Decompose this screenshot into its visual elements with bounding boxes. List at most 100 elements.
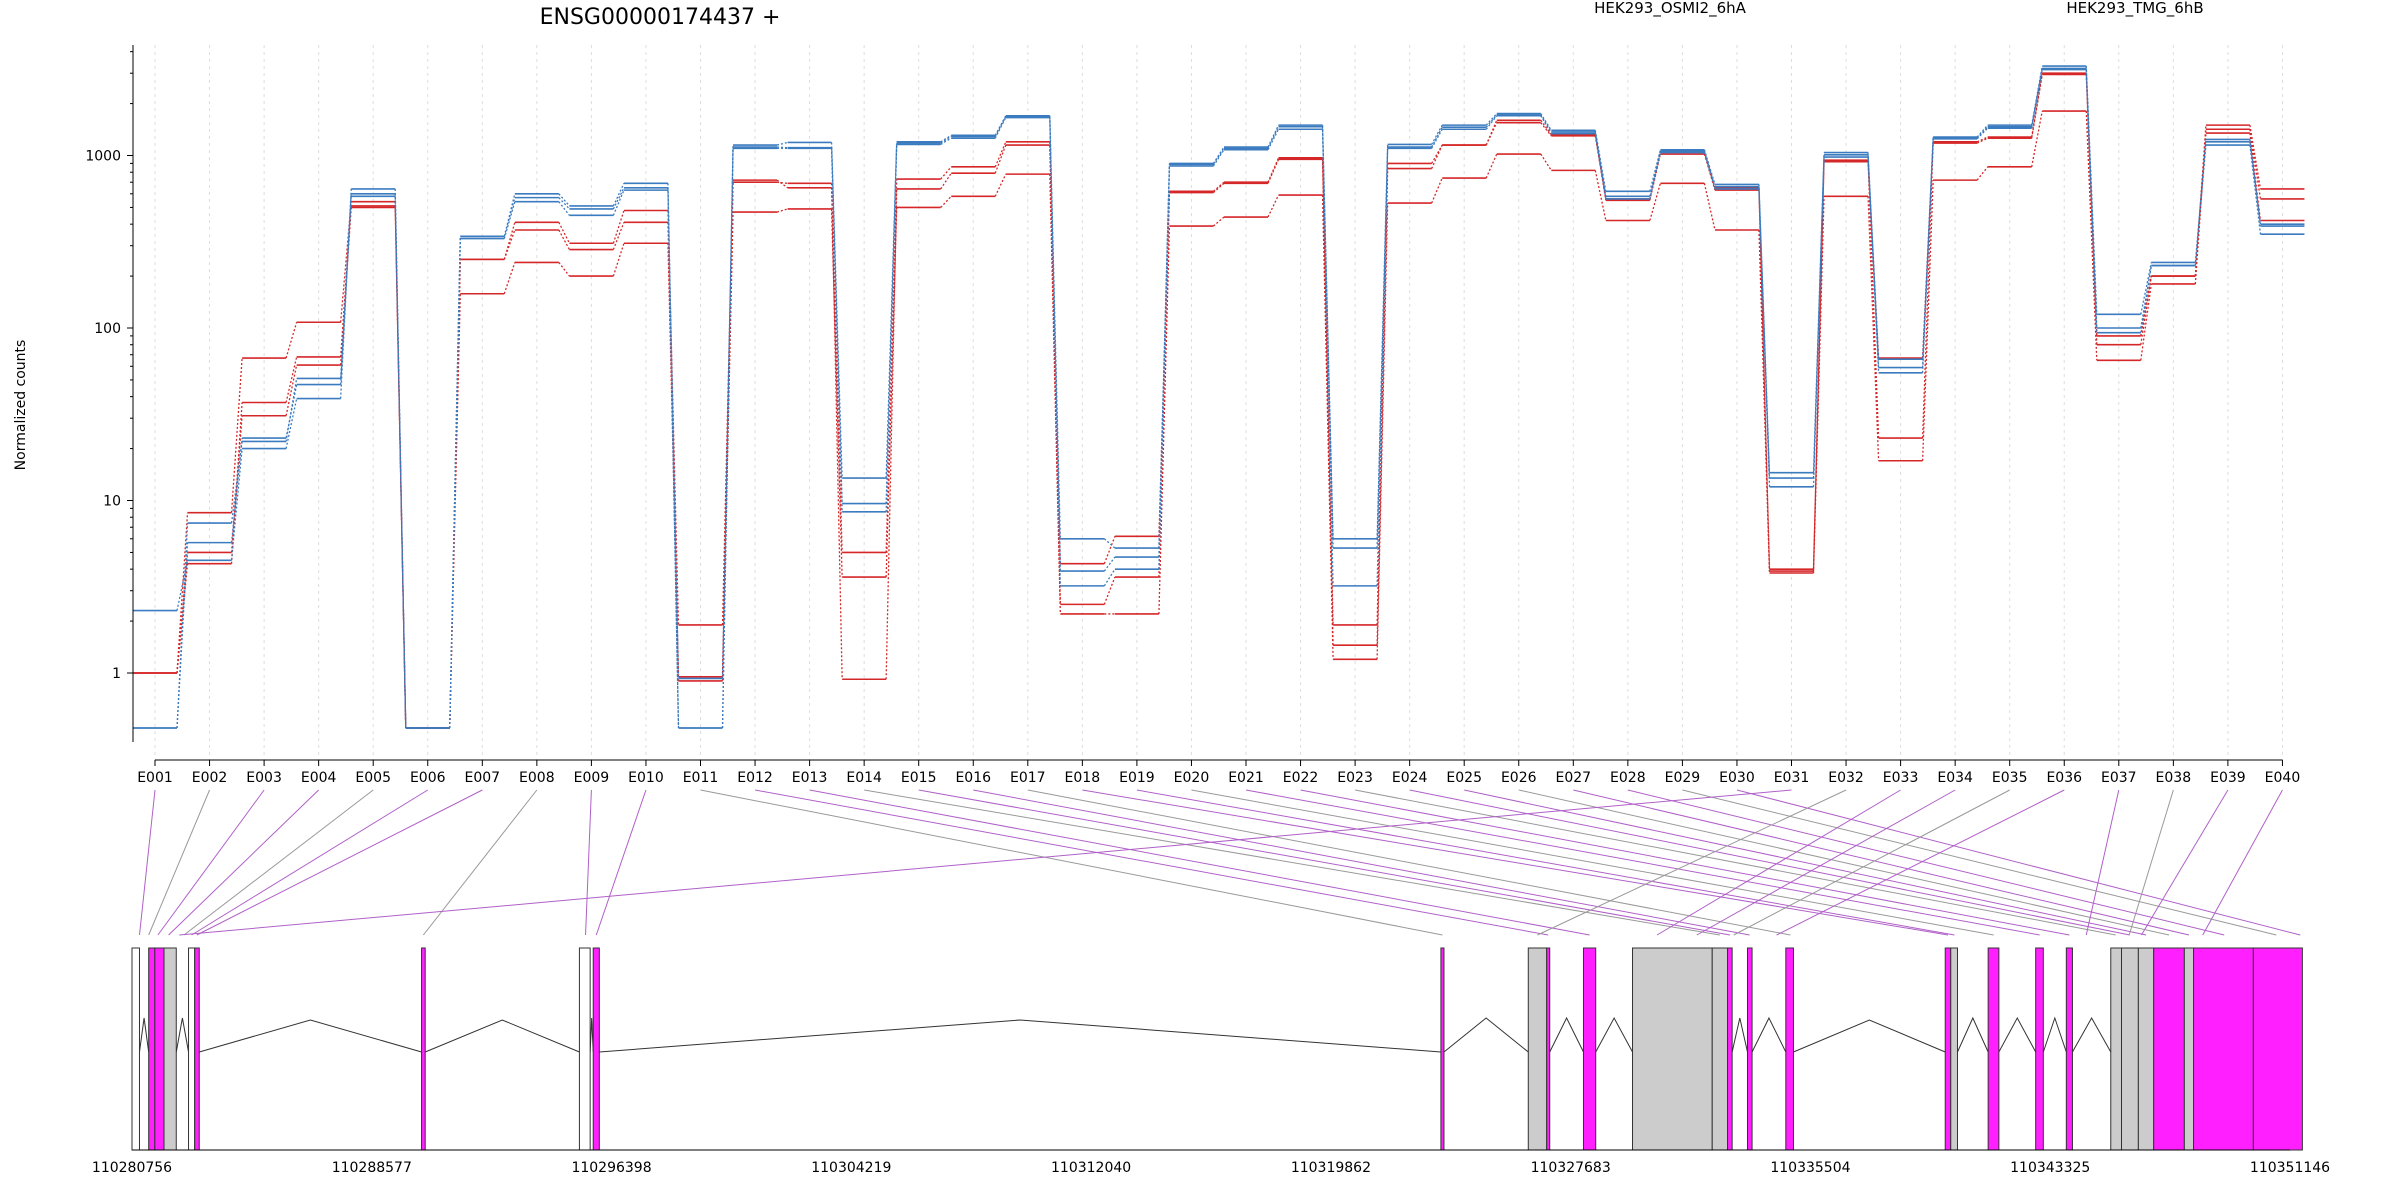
- x-tick-label-E033: E033: [1883, 770, 1919, 786]
- intron-20: [1957, 1016, 1989, 1053]
- series-2-join-E024: [1431, 144, 1443, 169]
- series-4-join-E024: [1431, 124, 1443, 145]
- x-tick-label-E008: E008: [519, 770, 555, 786]
- connector-13: [809, 789, 1590, 936]
- series-4-join-E002: [230, 448, 243, 561]
- series-4-join-E020: [1212, 146, 1225, 164]
- connector-4: [168, 789, 319, 936]
- exon-box-21: [1987, 947, 2000, 1151]
- series-5-join-E025: [1485, 114, 1498, 128]
- connector-6: [191, 789, 429, 936]
- genomic-tick-label-8: 110335504: [1770, 1160, 1850, 1176]
- series-2-join-E007: [503, 229, 516, 260]
- series-4-join-E003: [285, 398, 298, 449]
- series-4-join-E032: [1867, 152, 1880, 360]
- axes: 1 10 100 1000 E001 E002 E003 E004 E005 E006 E007 E0…: [85, 45, 2300, 786]
- series-6-join-E033: [1921, 138, 1934, 373]
- exon-box-30: [2252, 947, 2303, 1151]
- intron-8: [589, 1017, 594, 1053]
- connector-5: [183, 789, 374, 936]
- series-6-join-E035: [2031, 69, 2043, 129]
- series-1-join-E008: [558, 222, 570, 244]
- series-2-join-E016: [994, 144, 1007, 174]
- series-6-join-E037: [2140, 265, 2152, 333]
- connector-34: [1696, 789, 1956, 936]
- exon-box-12: [1546, 947, 1551, 1151]
- series-1-join-E012: [776, 179, 788, 189]
- exon-box-10: [1440, 947, 1445, 1151]
- series-3-join-E009: [612, 243, 625, 277]
- intron-1: [138, 1017, 150, 1053]
- intron-9: [599, 1019, 1441, 1053]
- x-tick-label-E013: E013: [792, 770, 828, 786]
- x-tick-label-E006: E006: [410, 770, 446, 786]
- series-3-join-E001: [176, 552, 189, 674]
- series-4-join-E015: [940, 134, 952, 143]
- exon-box-9: [592, 947, 600, 1151]
- series-6-join-E006: [449, 238, 461, 729]
- series-4-join-E037: [2140, 262, 2152, 315]
- connector-7: [196, 789, 483, 936]
- intron-7: [425, 1019, 580, 1053]
- connector-21: [1245, 789, 2040, 936]
- exon-box-2: [148, 947, 156, 1151]
- series-3-join-E022: [1321, 195, 1334, 660]
- series-3-join-E013: [830, 208, 843, 578]
- series-5-join-E035: [2031, 68, 2043, 127]
- series-6-join-E010: [667, 190, 680, 729]
- exon-box-22: [2035, 947, 2044, 1151]
- exon-box-23: [2065, 947, 2073, 1151]
- intron-13: [1595, 1016, 1633, 1053]
- x-tick-label-E002: E002: [192, 770, 228, 786]
- connector-37: [2085, 789, 2120, 936]
- series-2-join-E026: [1540, 122, 1552, 137]
- x-tick-label-E039: E039: [2210, 770, 2246, 786]
- intron-16: [1731, 1017, 1748, 1053]
- series-6-join-E021: [1267, 128, 1280, 151]
- connector-12: [754, 789, 1549, 936]
- connector-29: [1682, 789, 2277, 936]
- series-6-join-E032: [1867, 156, 1880, 373]
- series-5-join-E034: [1976, 126, 1989, 139]
- x-tick-label-E028: E028: [1610, 770, 1646, 786]
- connector-18: [1082, 789, 1949, 936]
- genomic-tick-label-2: 110288577: [332, 1160, 412, 1176]
- exon-box-18: [1785, 947, 1794, 1151]
- series-6-join-E013: [830, 148, 843, 512]
- genomic-tick-label-10: 110351146: [2250, 1160, 2330, 1176]
- series-2-join-E003: [285, 356, 298, 403]
- series-3-join-E037: [2140, 283, 2152, 361]
- x-tick-label-E025: E025: [1446, 770, 1482, 786]
- connector-16: [973, 789, 1750, 936]
- exon-box-26: [2137, 947, 2155, 1151]
- connector-33: [1656, 789, 1901, 936]
- series-2-join-E020: [1213, 182, 1225, 194]
- y-tick-label-10: 10: [103, 494, 121, 510]
- x-tick-label-E027: E027: [1556, 770, 1592, 786]
- connector-8: [422, 789, 538, 936]
- x-tick-label-E015: E015: [901, 770, 937, 786]
- series-3-join-E031: [1812, 196, 1825, 574]
- genomic-tick-label-3: 110296398: [571, 1160, 651, 1176]
- series-5-join-E007: [503, 197, 516, 237]
- exon-box-1: [131, 947, 140, 1151]
- connector-23: [1355, 789, 2116, 936]
- connector-2: [148, 789, 211, 936]
- exon-box-11: [1527, 947, 1548, 1151]
- series-5-join-E032: [1867, 154, 1880, 368]
- intron-18: [1793, 1019, 1946, 1053]
- series-1-join-E018: [1103, 536, 1116, 564]
- exon-box-20: [1950, 947, 1958, 1151]
- series-6-join-E024: [1431, 128, 1443, 149]
- connector-26: [1518, 789, 2170, 936]
- genomic-tick-label-5: 110312040: [1051, 1160, 1131, 1176]
- series-1-join-E016: [994, 141, 1007, 168]
- series-2-join-E012: [776, 181, 788, 184]
- connector-19: [1136, 789, 1955, 936]
- exon-box-14: [1632, 947, 1713, 1151]
- connector-11: [700, 789, 1443, 936]
- series-1-join-E020: [1213, 181, 1225, 192]
- series-2-join-E034: [1976, 137, 1988, 144]
- x-tick-label-E001: E001: [137, 770, 173, 786]
- x-tick-label-E023: E023: [1337, 770, 1373, 786]
